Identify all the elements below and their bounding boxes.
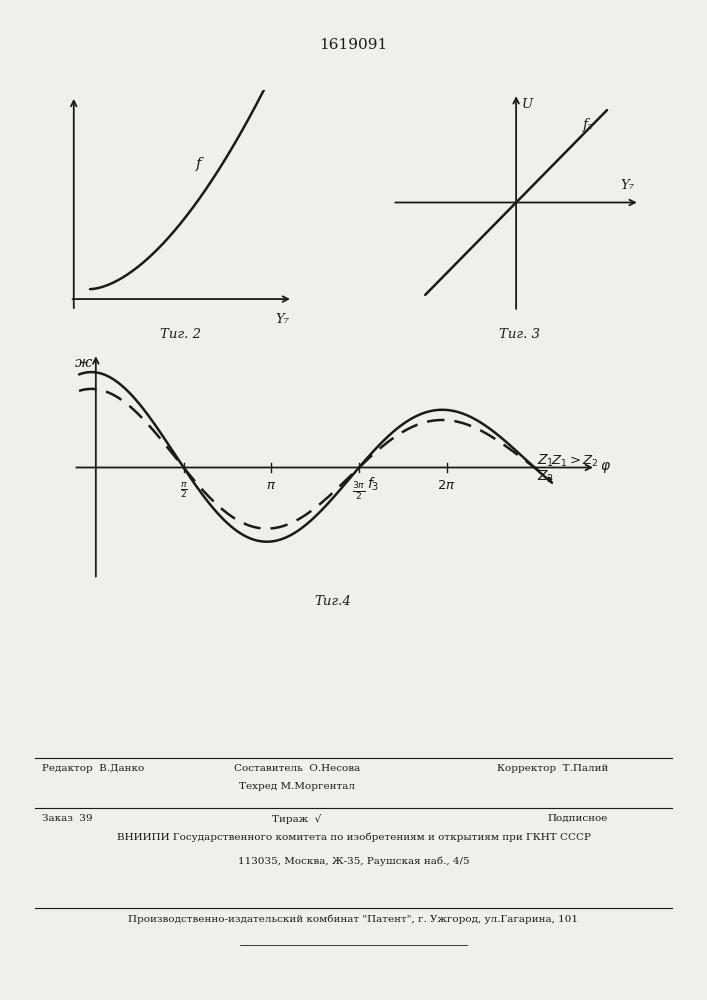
Text: $\frac{\pi}{2}$: $\frac{\pi}{2}$ [180, 481, 187, 500]
Text: Y₇: Y₇ [276, 313, 290, 326]
Text: $\varphi$: $\varphi$ [600, 460, 612, 475]
Text: Τиг.4: Τиг.4 [314, 595, 351, 608]
Text: ВНИИПИ Государственного комитета по изобретениям и открытиям при ГКНТ СССР: ВНИИПИ Государственного комитета по изоб… [117, 833, 590, 842]
Text: $\frac{3\pi}{2}$: $\frac{3\pi}{2}$ [352, 481, 366, 503]
Text: $Z_1$: $Z_1$ [537, 453, 554, 469]
Text: $Z_1>Z_2$: $Z_1>Z_2$ [551, 454, 599, 469]
Text: Заказ  39: Заказ 39 [42, 814, 93, 823]
Text: Y₇: Y₇ [621, 179, 635, 192]
Text: U: U [522, 98, 533, 110]
Text: ж: ж [74, 356, 92, 370]
Text: 1619091: 1619091 [320, 38, 387, 52]
Text: Τиг. 2: Τиг. 2 [160, 328, 201, 341]
Text: $Z_2$: $Z_2$ [537, 468, 554, 485]
Text: 113035, Москва, Ж-35, Раушская наб., 4/5: 113035, Москва, Ж-35, Раушская наб., 4/5 [238, 856, 469, 865]
Text: $\pi$: $\pi$ [267, 479, 276, 492]
Text: Τиг. 3: Τиг. 3 [499, 328, 540, 341]
Text: f: f [196, 157, 201, 171]
Text: Составитель  О.Несова: Составитель О.Несова [234, 764, 360, 773]
Text: Корректор  Т.Палий: Корректор Т.Палий [496, 764, 608, 773]
Text: Техред М.Моргентал: Техред М.Моргентал [239, 782, 355, 791]
Text: Подписное: Подписное [548, 814, 608, 823]
Text: Производственно-издательский комбинат "Патент", г. Ужгород, ул.Гагарина, 101: Производственно-издательский комбинат "П… [129, 915, 578, 924]
Text: f₂: f₂ [583, 118, 593, 132]
Text: Редактор  В.Данко: Редактор В.Данко [42, 764, 145, 773]
Text: $2\pi$: $2\pi$ [438, 479, 456, 492]
Text: $f_3$: $f_3$ [368, 475, 380, 493]
Text: Тираж  √: Тираж √ [272, 814, 322, 824]
